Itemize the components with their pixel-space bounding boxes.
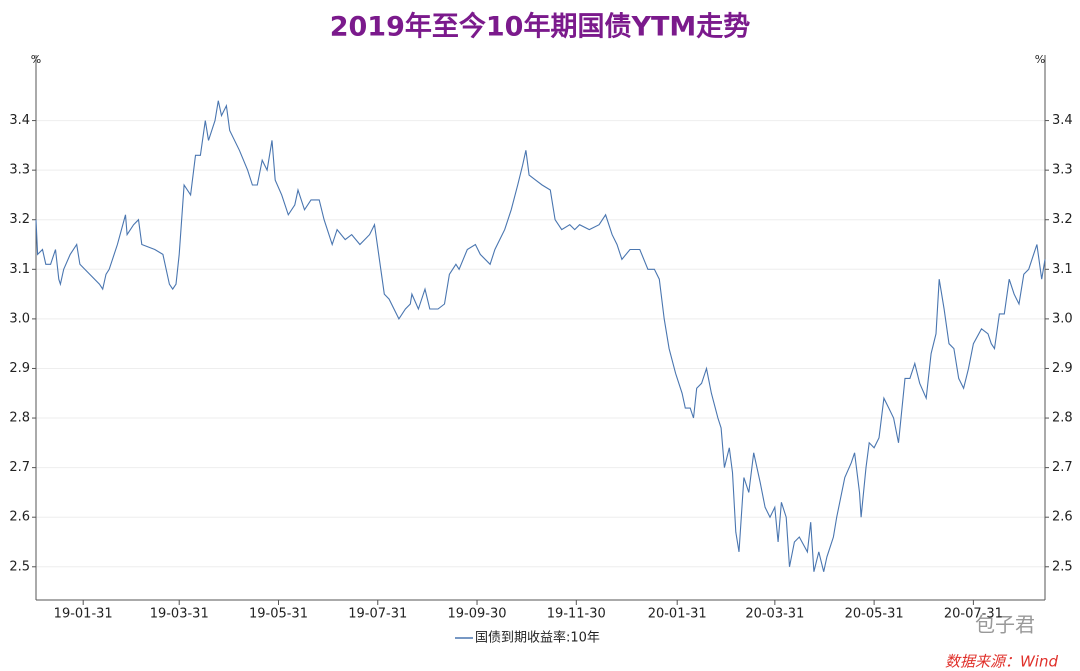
x-tick-label: 19-09-30 <box>448 607 507 622</box>
x-tick-label: 20-03-31 <box>745 607 804 622</box>
line-series <box>35 100 1046 572</box>
chart-title: 2019年至今10年期国债YTM走势 <box>330 11 751 43</box>
watermark: 包子君 <box>975 613 1035 637</box>
y-tick-label: 3.3 <box>9 163 30 178</box>
y-tick-label: 2.7 <box>9 460 30 475</box>
x-tick-label: 19-03-31 <box>150 607 209 622</box>
y2-tick-label: 3.0 <box>1052 311 1073 326</box>
y-tick-label: 2.5 <box>9 559 30 574</box>
x-tick-label: 20-07-31 <box>944 607 1003 622</box>
x-tick-label: 19-07-31 <box>348 607 407 622</box>
y2-tick-label: 2.5 <box>1052 559 1073 574</box>
y-tick-label: 2.6 <box>9 510 30 525</box>
source: 数据来源：Wind <box>945 653 1059 671</box>
y-tick-label: 3.4 <box>9 113 30 128</box>
y2-tick-label: 2.8 <box>1052 411 1073 426</box>
x-tick-label: 20-05-31 <box>845 607 904 622</box>
x-tick-label: 19-01-31 <box>54 607 113 622</box>
y2-tick-label: 2.6 <box>1052 510 1073 525</box>
x-tick-label: 19-05-31 <box>249 607 308 622</box>
y-tick-label: 3.2 <box>9 212 30 227</box>
y2-tick-label: 2.7 <box>1052 460 1073 475</box>
y2-tick-label: 3.4 <box>1052 113 1073 128</box>
y-tick-label: 3.0 <box>9 311 30 326</box>
y2-tick-label: 3.1 <box>1052 262 1073 277</box>
y2-tick-label: 3.2 <box>1052 212 1073 227</box>
legend-label: 国债到期收益率:10年 <box>475 630 600 646</box>
y-tick-label: 2.8 <box>9 411 30 426</box>
x-tick-label: 20-01-31 <box>648 607 707 622</box>
y2-tick-label: 2.9 <box>1052 361 1073 376</box>
y-tick-label: 3.1 <box>9 262 30 277</box>
y-tick-label: 2.9 <box>9 361 30 376</box>
x-tick-label: 19-11-30 <box>547 607 606 622</box>
y2-tick-label: 3.3 <box>1052 163 1073 178</box>
y2-unit: % <box>1035 53 1045 66</box>
